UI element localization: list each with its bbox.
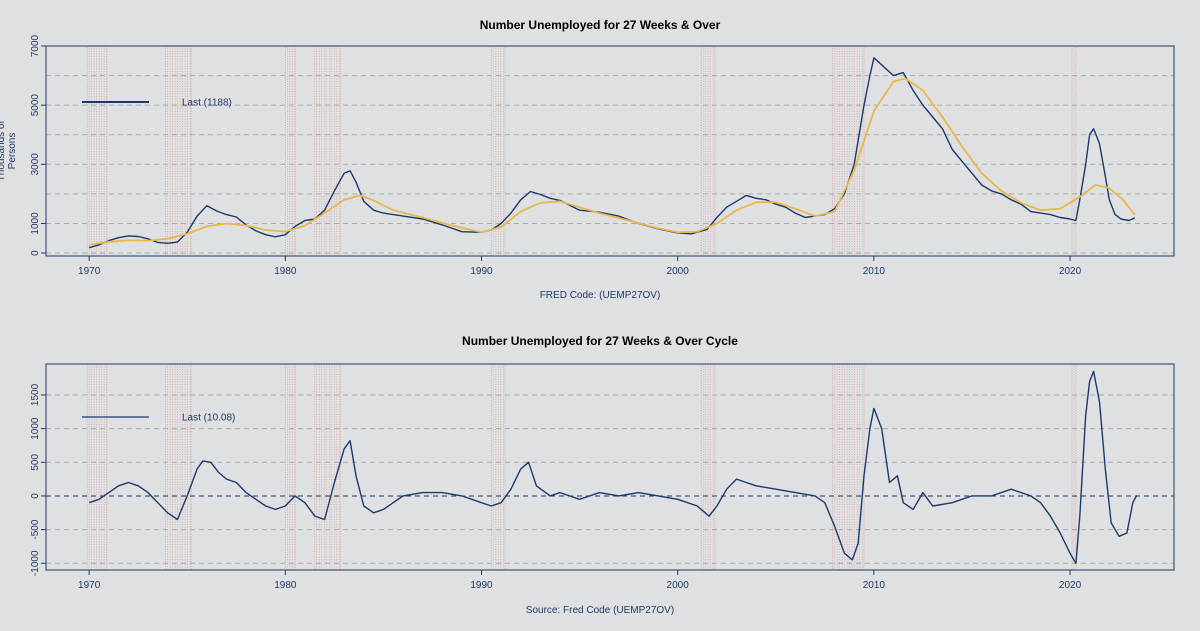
y-tick-label: 0 [30,250,41,256]
x-axis-label: FRED Code: (UEMP27OV) [539,290,661,301]
y-tick-label: 0 [30,493,41,499]
y-tick-label: 3000 [30,153,41,176]
series-line [88,370,1138,564]
y-tick-label: -500 [30,519,41,539]
recession-band [284,45,296,257]
x-tick-label: 2000 [667,580,690,591]
legend-label: Last (1188) [182,98,232,109]
x-tick-label: 1990 [470,266,493,277]
x-tick-label: 1970 [78,266,101,277]
recession-band [86,45,108,257]
top-chart-panel: Number Unemployed for 27 Weeks & Over Th… [0,18,1175,301]
y-tick-label: 1000 [30,212,41,235]
y-tick-label: 7000 [30,34,41,57]
x-tick-label: 1970 [78,580,101,591]
y-tick-label: 1000 [30,417,41,440]
chart-title: Number Unemployed for 27 Weeks & Over Cy… [462,334,738,348]
recession-band [165,45,192,257]
x-tick-label: 2000 [667,266,690,277]
x-tick-label: 1980 [274,580,297,591]
top-chart-svg: 1970 1980 1990 2000 2010 2020 0 1000 3000 5000 700… [30,34,1175,277]
legend-label: Last (10.08) [182,413,235,424]
trend-line [89,77,1136,246]
chart-title: Number Unemployed for 27 Weeks & Over [479,18,721,32]
x-tick-label: 2020 [1059,266,1082,277]
x-tick-label: 1990 [470,580,493,591]
x-tick-label: 2010 [863,266,886,277]
y-tick-label: 1500 [30,383,41,406]
bottom-chart-svg: 1970 1980 1990 2000 2010 2020 -1000 -500 0 500 100… [30,363,1175,591]
x-axis-label: Source: Fred Code (UEMP27OV) [525,605,675,616]
y-tick-label: 500 [30,454,41,471]
recession-band [314,45,341,257]
bottom-chart-panel: Number Unemployed for 27 Weeks & Over Cy… [0,316,1200,631]
y-tick-label: -1000 [30,550,41,576]
y-tick-label: 5000 [30,94,41,117]
x-tick-label: 2020 [1059,580,1082,591]
x-tick-label: 2010 [863,580,886,591]
plot-frame [45,363,1175,571]
recession-band [165,363,192,571]
series-line [89,57,1136,249]
x-tick-label: 1980 [274,266,297,277]
plot-frame [45,45,1175,257]
